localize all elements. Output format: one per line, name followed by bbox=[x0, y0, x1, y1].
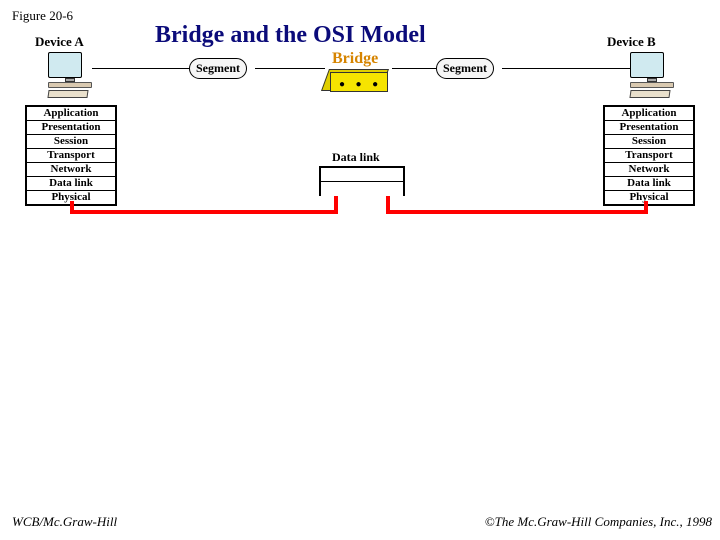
osi-layer: Presentation bbox=[27, 121, 115, 135]
osi-layer: Transport bbox=[605, 149, 693, 163]
diagram-canvas: Device A Device B Segment Segment Bridge… bbox=[0, 40, 720, 260]
cable bbox=[334, 196, 338, 214]
osi-layer: Session bbox=[605, 135, 693, 149]
bridge-icon: ● ● ● bbox=[330, 72, 388, 92]
bridge-label: Bridge bbox=[332, 50, 378, 68]
device-b-label: Device B bbox=[607, 34, 656, 50]
osi-layer: Transport bbox=[27, 149, 115, 163]
osi-layer: Presentation bbox=[605, 121, 693, 135]
bridge-stack bbox=[319, 166, 405, 196]
footer-left: WCB/Mc.Graw-Hill bbox=[12, 514, 117, 530]
connector bbox=[255, 68, 325, 69]
connector bbox=[392, 68, 436, 69]
osi-layer: Network bbox=[605, 163, 693, 177]
figure-number: Figure 20-6 bbox=[12, 8, 73, 24]
osi-stack-b: Application Presentation Session Transpo… bbox=[603, 105, 695, 206]
segment-left-label: Segment bbox=[189, 58, 247, 79]
osi-layer: Data link bbox=[27, 177, 115, 191]
cable bbox=[386, 210, 648, 214]
osi-layer: Application bbox=[605, 107, 693, 121]
footer-right: ©The Mc.Graw-Hill Companies, Inc., 1998 bbox=[485, 514, 712, 530]
bridge-stack-label: Data link bbox=[332, 150, 380, 165]
cable bbox=[70, 210, 338, 214]
osi-layer: Session bbox=[27, 135, 115, 149]
computer-a bbox=[48, 52, 92, 98]
osi-layer: Application bbox=[27, 107, 115, 121]
segment-right-label: Segment bbox=[436, 58, 494, 79]
osi-layer: Network bbox=[27, 163, 115, 177]
connector bbox=[502, 68, 630, 69]
osi-layer: Data link bbox=[605, 177, 693, 191]
device-a-label: Device A bbox=[35, 34, 84, 50]
computer-b bbox=[630, 52, 674, 98]
osi-stack-a: Application Presentation Session Transpo… bbox=[25, 105, 117, 206]
cable bbox=[644, 201, 648, 214]
osi-layer: Physical bbox=[605, 191, 693, 204]
connector bbox=[92, 68, 189, 69]
